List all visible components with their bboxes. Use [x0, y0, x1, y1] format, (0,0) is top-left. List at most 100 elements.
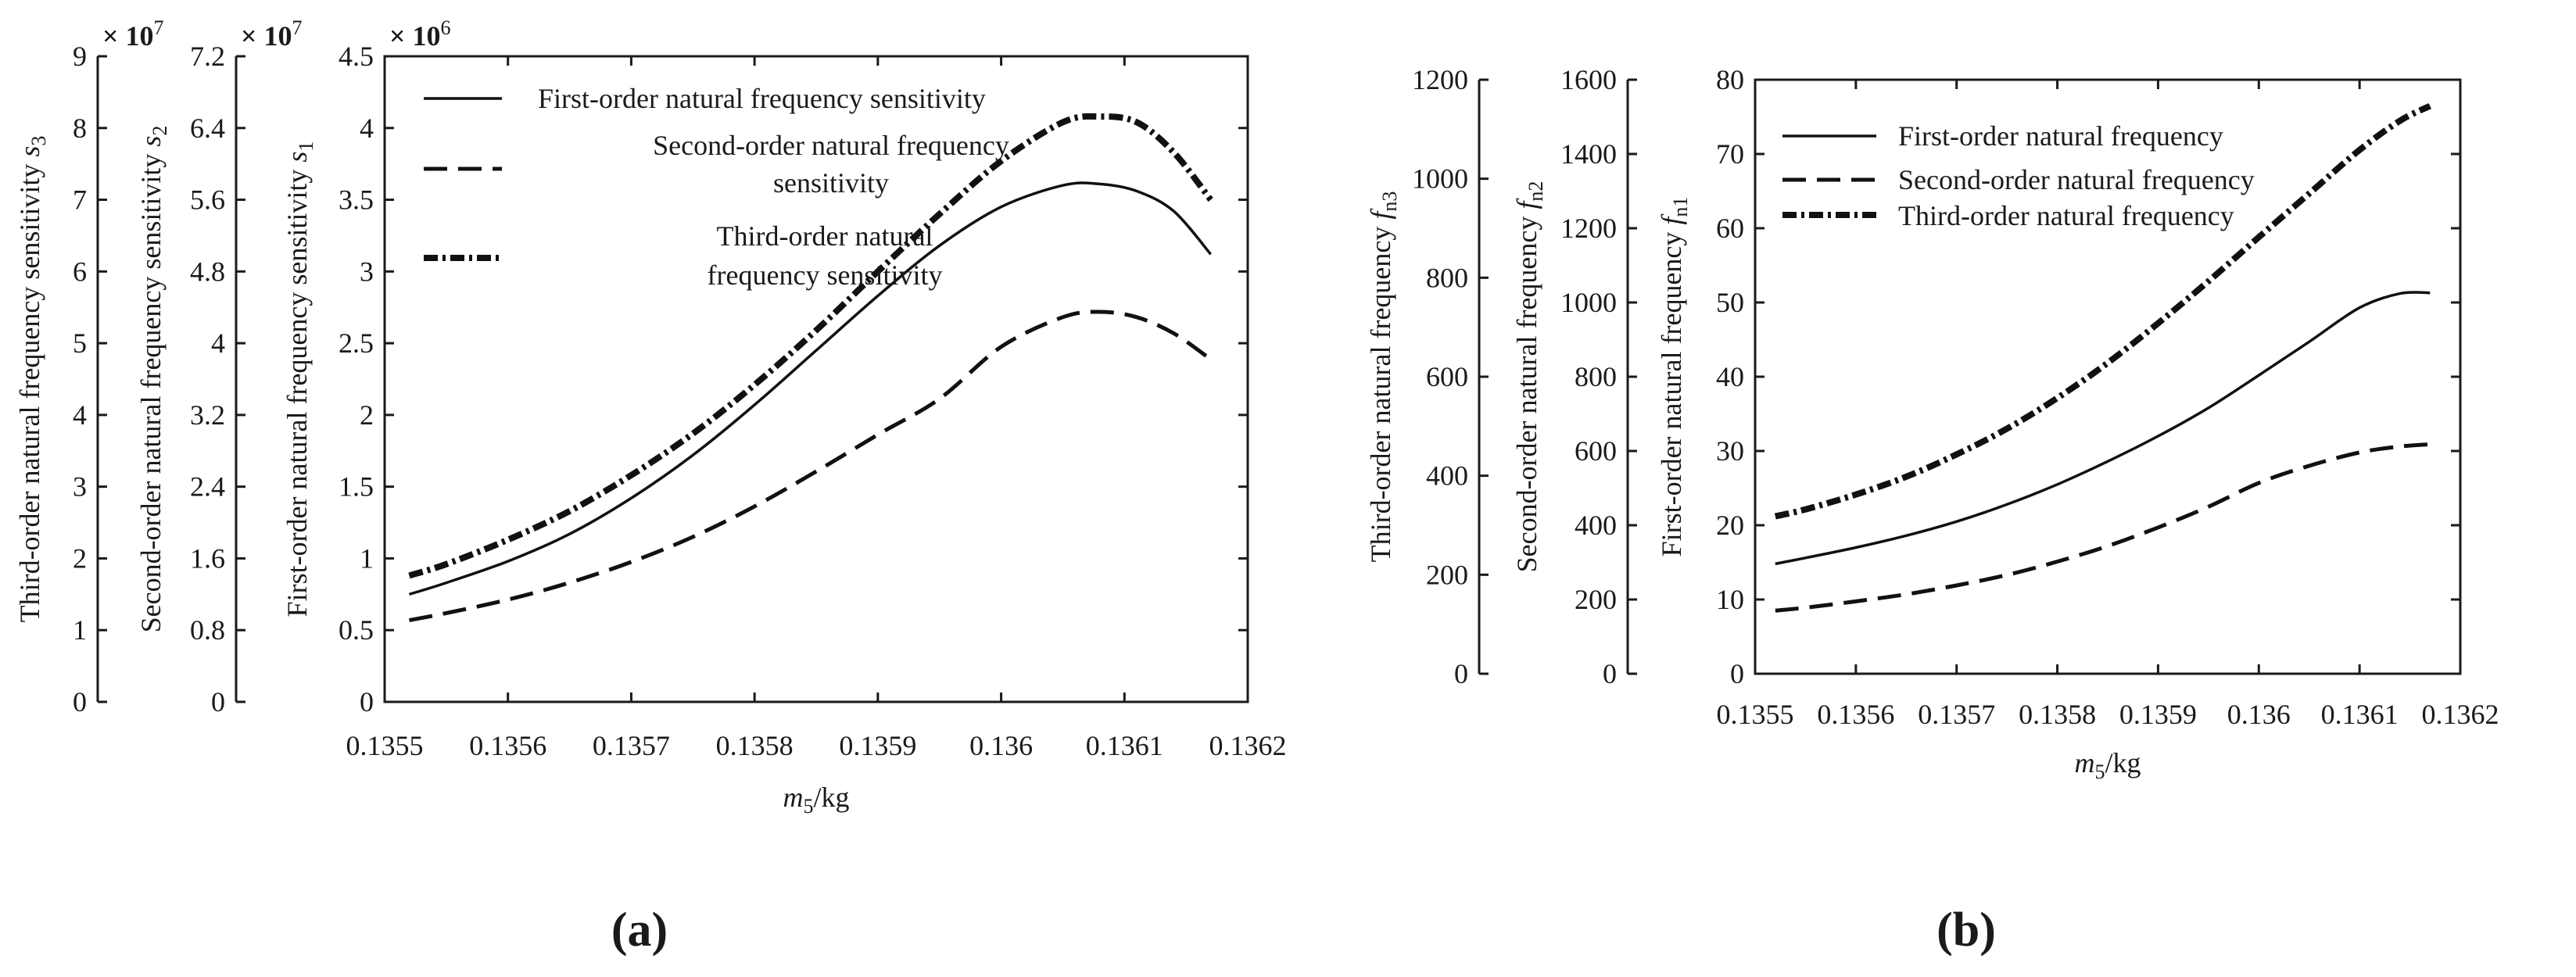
y-tick-label: 1.5	[339, 471, 374, 503]
x-axis-label: m5/kg	[783, 782, 849, 818]
y-tick-label: 0	[73, 686, 87, 718]
legend-label-3-line-1: Third-order natural	[717, 220, 933, 252]
y-axis-label-3: Third-order natural frequency sensitivit…	[14, 136, 50, 623]
x-label-sub: 5	[803, 795, 813, 818]
y-scale-multiplier-1: × 106	[389, 16, 451, 52]
y-tick-label: 800	[1426, 262, 1468, 293]
y-tick-label: 2.4	[190, 471, 225, 503]
y-tick-label: 2.5	[339, 327, 374, 359]
x-tick-label: 0.1361	[2321, 699, 2399, 730]
panel-b: 0.1355 0.1356 0.1357 0.1358 0.1359 0.136 0.136…	[1365, 64, 2499, 957]
x-label-sub: 5	[2094, 760, 2105, 783]
y-tick-label: 800	[1575, 361, 1617, 392]
y-scale-multiplier-2: × 107	[241, 16, 303, 52]
y-axis-label-3: Third-order natural frequency fn3	[1365, 191, 1401, 563]
y-tick-label: 7.2	[190, 41, 225, 72]
y-axis-label-2: Second-order natural frequency sensitivi…	[135, 126, 171, 633]
y-tick-label: 4.5	[339, 41, 374, 72]
y-label-text: First-order natural frequency	[1656, 225, 1687, 557]
y-tick-label: 2	[73, 542, 87, 574]
y-tick-label: 4	[360, 113, 374, 144]
y-label-var: s	[135, 136, 167, 147]
legend-label-2: Second-order natural frequency	[1898, 164, 2255, 195]
scale-times: × 10	[102, 20, 154, 52]
scale-times: × 10	[241, 20, 292, 52]
y-tick-label: 400	[1575, 510, 1617, 541]
y-tick-label: 50	[1716, 287, 1744, 318]
scale-exponent: 7	[154, 16, 164, 39]
y-tick-label: 4	[73, 399, 87, 431]
legend-label-1: First-order natural frequency sensitivit…	[538, 83, 986, 114]
y-tick-label: 4	[211, 327, 225, 359]
y-tick-label: 9	[73, 41, 87, 72]
y-tick-label: 1000	[1412, 163, 1468, 195]
y-tick-label: 3	[73, 471, 87, 503]
y-tick-label: 20	[1716, 510, 1744, 541]
y-tick-label: 600	[1426, 361, 1468, 392]
y-axis-label-2: Second-order natural frequency fn2	[1511, 181, 1547, 573]
y-tick-label: 10	[1716, 584, 1744, 615]
y-tick-label: 1.6	[190, 542, 225, 574]
x-tick-label: 0.1362	[2422, 699, 2499, 730]
y-label-var: s	[281, 152, 313, 163]
y-label-sub: 1	[295, 141, 317, 152]
y-label-var: s	[14, 146, 45, 157]
y-tick-label: 600	[1575, 435, 1617, 467]
y-tick-label: 0	[211, 686, 225, 718]
scale-exponent: 7	[292, 16, 303, 39]
y-label-sub: n1	[1669, 197, 1692, 217]
scale-exponent: 6	[441, 16, 451, 39]
y-tick-label: 0	[1603, 658, 1617, 689]
y-tick-label: 30	[1716, 435, 1744, 467]
legend-word: Third-order	[717, 220, 848, 252]
x-tick-label: 0.1355	[1717, 699, 1794, 730]
x-label-var: m	[2074, 747, 2094, 778]
y-tick-label: 6.4	[190, 113, 225, 144]
x-tick-label: 0.1356	[1817, 699, 1894, 730]
x-tick-label: 0.136	[2227, 699, 2291, 730]
y-label-text: First-order natural frequency sensitivit…	[281, 163, 313, 617]
panel-label: (a)	[611, 904, 668, 957]
x-label-unit: /kg	[2105, 747, 2141, 778]
y-scale-multiplier-3: × 107	[102, 16, 164, 52]
y-tick-label: 1400	[1560, 138, 1617, 170]
x-axis-label: m5/kg	[2074, 747, 2141, 783]
y-tick-label: 1000	[1560, 287, 1617, 318]
series-line-2	[1775, 442, 2431, 613]
y-tick-label: 200	[1575, 584, 1617, 615]
y-tick-label: 2	[360, 399, 374, 431]
panel-a: 0.1355 0.1356 0.1357 0.1358 0.1359 0.136 0.136…	[14, 16, 1287, 957]
y-tick-label: 5	[73, 327, 87, 359]
x-tick-label: 0.136	[969, 730, 1033, 761]
y-tick-label: 6	[73, 256, 87, 287]
x-tick-label: 0.1357	[1918, 699, 1995, 730]
y-label-sub: 2	[149, 126, 171, 136]
scale-times: × 10	[389, 20, 441, 52]
y-tick-label: 8	[73, 113, 87, 144]
x-tick-label: 0.1362	[1209, 730, 1287, 761]
y-label-sub: 3	[27, 136, 50, 146]
y-tick-label: 1200	[1412, 64, 1468, 95]
y-tick-label: 1	[360, 542, 374, 574]
y-axis-label-1: First-order natural frequency fn1	[1656, 197, 1692, 557]
series-line-3	[1774, 102, 2432, 520]
panel-label: (b)	[1936, 904, 1996, 957]
y-tick-label: 1	[73, 614, 87, 646]
legend-label-2: Second-order natural frequency	[653, 130, 1009, 161]
x-tick-label: 0.1355	[346, 730, 424, 761]
series-line-2	[409, 310, 1213, 623]
y-tick-label: 3.5	[339, 184, 374, 216]
y-tick-label: 0.5	[339, 614, 374, 646]
y-tick-label: 40	[1716, 361, 1744, 392]
y-tick-label: 60	[1716, 213, 1744, 244]
series-line-1	[1775, 291, 2431, 566]
x-tick-label: 0.1356	[469, 730, 546, 761]
y-tick-label: 3.2	[190, 399, 225, 431]
y-tick-label: 400	[1426, 460, 1468, 492]
y-tick-label: 0	[360, 686, 374, 718]
y-label-sub: n2	[1524, 181, 1547, 202]
legend-space	[847, 220, 854, 252]
y-tick-label: 5.6	[190, 184, 225, 216]
x-tick-label: 0.1358	[2019, 699, 2096, 730]
x-tick-label: 0.1361	[1086, 730, 1163, 761]
